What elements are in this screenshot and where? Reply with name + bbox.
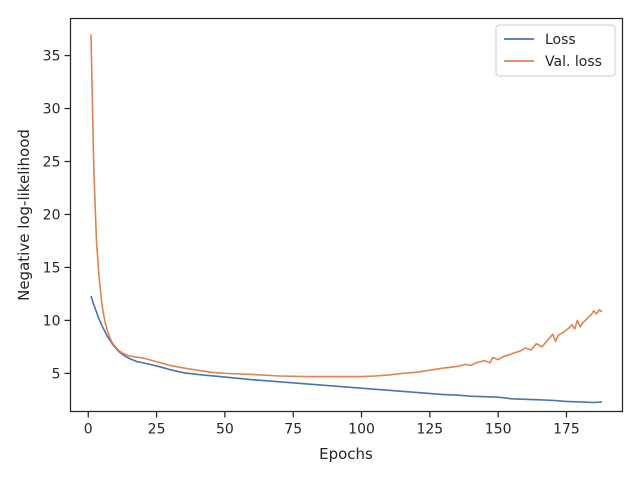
- y-tick-label: 5: [52, 366, 61, 382]
- x-tick-label: 0: [84, 422, 93, 438]
- y-tick-label: 25: [43, 155, 61, 171]
- x-axis-label: Epochs: [319, 445, 373, 463]
- y-tick-label: 10: [43, 313, 61, 329]
- series-layer: [90, 34, 603, 404]
- legend-label-val-loss: Val. loss: [545, 54, 602, 70]
- x-tick-label: 100: [348, 422, 375, 438]
- x-tick-label: 175: [553, 422, 580, 438]
- y-tick-label: 35: [43, 49, 61, 65]
- y-axis-label: Negative log-likelihood: [15, 129, 33, 301]
- x-tick-label: 125: [416, 422, 443, 438]
- y-tick-label: 20: [43, 207, 61, 223]
- x-tick-label: 150: [485, 422, 512, 438]
- y-tick-label: 15: [43, 260, 61, 276]
- x-tick-label: 75: [284, 422, 302, 438]
- y-axis-ticks: 5 10 15 20 25 30 35: [43, 49, 71, 382]
- x-axis-ticks: 0 25 50 75 100 125 150 175: [84, 411, 580, 438]
- y-tick-label: 30: [43, 102, 61, 118]
- x-tick-label: 25: [148, 422, 166, 438]
- x-tick-label: 50: [216, 422, 234, 438]
- legend: Loss Val. loss: [495, 24, 616, 77]
- series-line-val-loss: [90, 34, 603, 378]
- series-line-loss: [90, 295, 603, 404]
- plot-frame: [69, 17, 624, 413]
- legend-box: [495, 24, 616, 77]
- legend-label-loss: Loss: [545, 32, 576, 48]
